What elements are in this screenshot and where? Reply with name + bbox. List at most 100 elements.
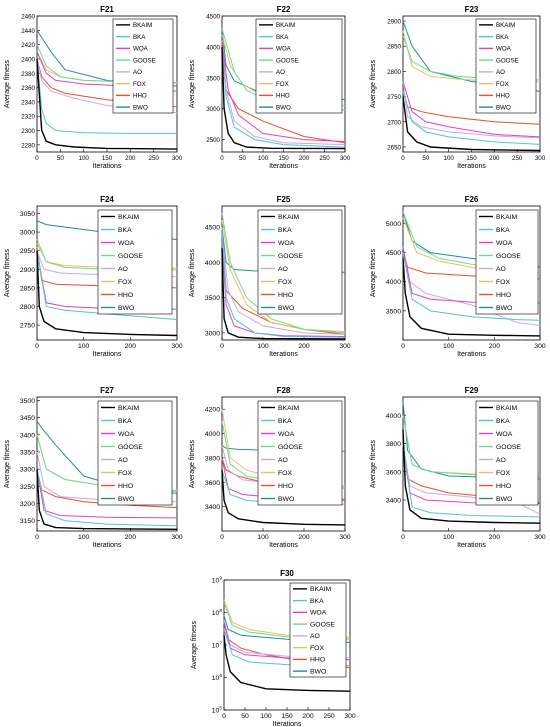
legend-box (289, 582, 347, 678)
legend-label-fox: FOX (118, 279, 132, 286)
legend-label-hho: HHO (496, 483, 511, 490)
x-tick-label: 100 (443, 343, 455, 350)
legend: BKAIM BKA WOA GOOSE AO FOX HHO BWO (112, 18, 174, 114)
y-tick-label: 3350 (20, 449, 35, 456)
x-tick-label: 200 (489, 155, 500, 162)
legend-box (475, 18, 537, 114)
x-tick-label: 0 (35, 343, 39, 350)
x-tick-label: 50 (241, 713, 249, 720)
legend-label-bkaim: BKAIM (496, 22, 515, 29)
legend-label-bkaim: BKAIM (278, 405, 299, 412)
series-line-bka (402, 443, 541, 518)
legend-label-fox: FOX (276, 81, 289, 88)
chart-title: F30 (280, 569, 294, 578)
legend-label-bka: BKA (496, 34, 509, 41)
y-tick-label: 108 (212, 608, 223, 617)
y-tick-label: 2460 (21, 14, 35, 21)
x-axis-label: Iterations (457, 163, 486, 170)
y-tick-label: 2340 (21, 99, 35, 106)
legend-label-bka: BKA (276, 34, 289, 41)
x-tick-label: 300 (171, 343, 183, 350)
legend-label-goose: GOOSE (310, 621, 335, 628)
legend-label-bwo: BWO (496, 104, 511, 111)
x-axis-label: Iterations (273, 721, 302, 727)
series-line-bkaim (402, 96, 541, 152)
legend-label-bwo: BWO (496, 305, 512, 312)
legend-label-goose: GOOSE (278, 253, 303, 260)
x-tick-label: 300 (535, 155, 546, 162)
x-tick-label: 100 (258, 155, 269, 162)
legend-label-woa: WOA (496, 240, 513, 247)
x-tick-label: 100 (78, 534, 90, 541)
y-tick-label: 3600 (205, 480, 220, 487)
chart-panel-f26: F26 0 100 200 300 3500 4000 4500 5000 Iterations A… (370, 195, 546, 358)
chart-panel-f29: F29 0 100 200 300 3400 3600 3800 4000 Iterations A… (370, 386, 546, 549)
legend-label-bwo: BWO (118, 496, 134, 503)
chart-panel-f30: F30 0 50 100 150 200 250 300 105 106 107 108 109 Iter… (191, 569, 356, 727)
x-tick-label: 150 (281, 713, 293, 720)
chart-title: F27 (100, 386, 114, 395)
x-tick-label: 100 (443, 534, 455, 541)
legend-label-goose: GOOSE (118, 444, 143, 451)
x-tick-label: 0 (220, 534, 224, 541)
legend-label-bwo: BWO (278, 496, 294, 503)
legend-label-bkaim: BKAIM (118, 405, 139, 412)
chart-panel-f23: F23 0 50 100 150 200 250 300 2650 2700 2750 2800 285… (370, 5, 546, 170)
x-tick-label: 100 (444, 155, 455, 162)
x-axis-label: Iterations (269, 163, 298, 170)
y-axis-label: Average fitness (189, 439, 196, 488)
x-tick-label: 300 (340, 155, 351, 162)
legend-label-hho: HHO (118, 292, 133, 299)
legend-label-bka: BKA (496, 418, 510, 425)
x-axis-label: Iterations (93, 163, 122, 170)
legend-box (475, 400, 539, 506)
series-line-bka (221, 46, 346, 148)
series-line-bkaim (221, 470, 346, 526)
legend-label-bwo: BWO (276, 104, 291, 111)
y-tick-label: 3800 (386, 441, 401, 448)
y-tick-label: 4000 (206, 44, 220, 51)
y-axis-label: Average fitness (4, 59, 11, 108)
series-line-bka (402, 252, 541, 321)
y-axis-label: Average fitness (4, 248, 11, 297)
legend: BKAIM BKA WOA GOOSE AO FOX HHO BWO (257, 400, 343, 506)
legend-label-hho: HHO (496, 93, 510, 100)
legend-label-bkaim: BKAIM (310, 586, 331, 593)
series-line-bka (221, 227, 346, 338)
y-tick-label: 2850 (20, 285, 35, 292)
y-tick-label: 3500 (206, 75, 220, 82)
y-axis-label: Average fitness (4, 439, 11, 488)
chart-title: F21 (100, 5, 114, 14)
x-tick-label: 0 (220, 155, 224, 162)
y-tick-label: 2300 (21, 128, 35, 135)
series-line-woa (221, 40, 346, 142)
x-tick-label: 100 (78, 343, 90, 350)
series-line-bka (36, 469, 178, 527)
y-tick-label: 2750 (20, 323, 35, 330)
x-axis-label: Iterations (269, 542, 298, 549)
series-line-bkaim (36, 58, 178, 150)
legend-label-woa: WOA (310, 610, 327, 617)
legend-box (97, 400, 173, 506)
y-axis-label: Average fitness (370, 439, 377, 488)
legend: BKAIM BKA WOA GOOSE AO FOX HHO BWO (255, 18, 343, 114)
legend-label-hho: HHO (278, 292, 293, 299)
x-tick-label: 250 (149, 155, 160, 162)
y-tick-label: 3000 (20, 230, 35, 237)
series-line-bkaim (402, 429, 541, 524)
x-axis-label: Iterations (457, 351, 486, 358)
chart-panel-f27: F27 0 100 200 300 3150 3200 3250 3300 3350 3400 345… (4, 386, 183, 549)
y-tick-label: 3400 (386, 497, 401, 504)
y-tick-label: 3800 (205, 455, 220, 462)
legend-label-goose: GOOSE (496, 444, 521, 451)
y-tick-label: 2950 (20, 248, 35, 255)
y-tick-label: 3000 (206, 106, 220, 113)
legend-label-hho: HHO (276, 93, 290, 100)
y-tick-label: 107 (212, 641, 223, 650)
series-line-bkaim (221, 248, 346, 340)
legend-box (255, 18, 343, 114)
chart-panel-f22: F22 0 50 100 150 200 250 300 2500 3000 3500 4000 450… (189, 5, 351, 170)
legend-label-bwo: BWO (496, 496, 512, 503)
y-tick-label: 3300 (20, 467, 35, 474)
